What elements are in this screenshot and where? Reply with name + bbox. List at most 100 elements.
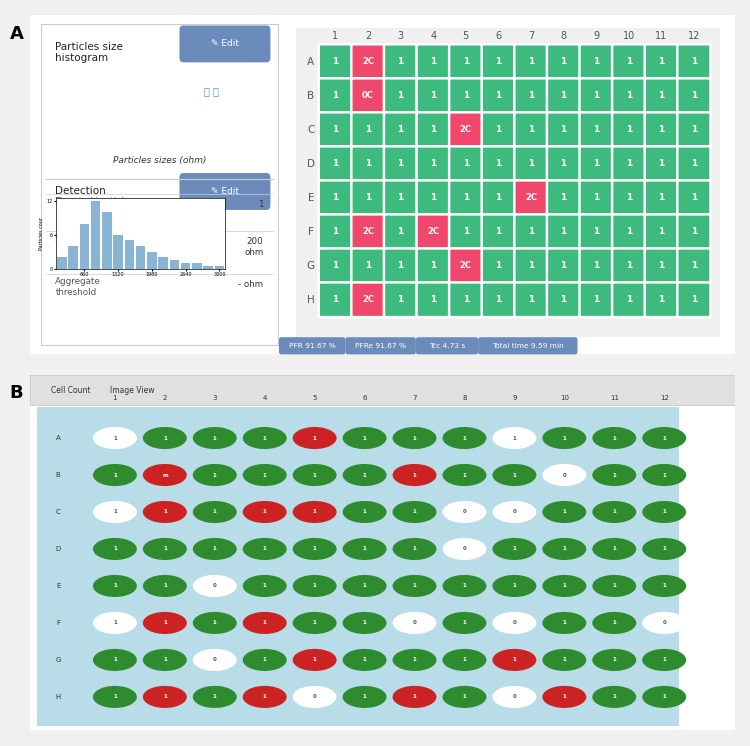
Text: 1: 1 xyxy=(313,472,316,477)
Text: 1: 1 xyxy=(363,695,367,700)
Text: 1: 1 xyxy=(363,583,367,589)
FancyBboxPatch shape xyxy=(449,146,482,181)
Text: 1: 1 xyxy=(262,510,266,515)
Text: 1: 1 xyxy=(363,436,367,441)
Text: 1: 1 xyxy=(658,193,664,202)
Circle shape xyxy=(592,501,636,523)
FancyBboxPatch shape xyxy=(351,214,385,249)
Text: 1: 1 xyxy=(662,657,666,662)
Text: 1: 1 xyxy=(364,125,371,134)
Circle shape xyxy=(592,464,636,486)
FancyBboxPatch shape xyxy=(482,283,515,317)
Text: 1: 1 xyxy=(495,228,502,236)
Circle shape xyxy=(442,427,487,449)
Text: 1: 1 xyxy=(626,193,632,202)
Text: 1: 1 xyxy=(463,228,469,236)
FancyBboxPatch shape xyxy=(612,283,645,317)
Text: 1: 1 xyxy=(113,436,117,441)
Circle shape xyxy=(243,612,286,634)
FancyBboxPatch shape xyxy=(416,78,450,113)
Text: 0C: 0C xyxy=(362,91,374,100)
Text: Total time 9.59 min: Total time 9.59 min xyxy=(492,342,564,349)
Text: 1: 1 xyxy=(398,295,404,304)
FancyBboxPatch shape xyxy=(645,214,678,249)
FancyBboxPatch shape xyxy=(677,113,710,147)
Text: 1: 1 xyxy=(363,657,367,662)
Text: 1: 1 xyxy=(613,695,616,700)
Circle shape xyxy=(442,464,487,486)
Text: 2C: 2C xyxy=(460,261,472,270)
Text: 1: 1 xyxy=(413,472,416,477)
Text: 🔍 🏠: 🔍 🏠 xyxy=(204,87,219,96)
Text: 1: 1 xyxy=(463,57,469,66)
Text: Aggregate
threshold: Aggregate threshold xyxy=(56,278,101,297)
Circle shape xyxy=(243,464,286,486)
Circle shape xyxy=(343,612,386,634)
FancyBboxPatch shape xyxy=(677,146,710,181)
Circle shape xyxy=(243,686,286,708)
Text: 1: 1 xyxy=(313,436,316,441)
Text: 1: 1 xyxy=(560,57,567,66)
Text: B: B xyxy=(308,91,314,101)
Circle shape xyxy=(193,427,237,449)
Text: 1: 1 xyxy=(528,125,534,134)
Text: 1: 1 xyxy=(313,621,316,625)
Text: 1: 1 xyxy=(363,472,367,477)
Text: 1: 1 xyxy=(593,57,599,66)
Text: 1: 1 xyxy=(112,395,117,401)
Bar xyxy=(113,235,123,269)
FancyBboxPatch shape xyxy=(384,214,417,249)
Bar xyxy=(181,263,190,269)
Text: Particles threshold: Particles threshold xyxy=(56,234,136,243)
Circle shape xyxy=(642,575,686,597)
Text: 1: 1 xyxy=(363,547,367,551)
Text: 1: 1 xyxy=(398,57,404,66)
FancyBboxPatch shape xyxy=(645,78,678,113)
Text: 1: 1 xyxy=(562,695,566,700)
Circle shape xyxy=(292,649,337,671)
Circle shape xyxy=(493,464,536,486)
Text: 1: 1 xyxy=(512,547,516,551)
Circle shape xyxy=(542,464,586,486)
Circle shape xyxy=(343,686,386,708)
Circle shape xyxy=(292,501,337,523)
Circle shape xyxy=(642,538,686,560)
Text: 1: 1 xyxy=(163,621,166,625)
Text: 1: 1 xyxy=(364,261,371,270)
Text: 1: 1 xyxy=(363,621,367,625)
Text: Particles size
histogram: Particles size histogram xyxy=(56,42,123,63)
Text: 1: 1 xyxy=(691,193,697,202)
FancyBboxPatch shape xyxy=(384,283,417,317)
Text: F: F xyxy=(56,620,60,626)
Text: 1: 1 xyxy=(528,295,534,304)
Circle shape xyxy=(193,575,237,597)
Circle shape xyxy=(193,649,237,671)
FancyBboxPatch shape xyxy=(482,181,515,215)
Text: 200
ohm: 200 ohm xyxy=(244,237,263,257)
Text: 1: 1 xyxy=(512,472,516,477)
Text: 11: 11 xyxy=(610,395,619,401)
Text: 3: 3 xyxy=(212,395,217,401)
Text: 0: 0 xyxy=(463,510,466,515)
Text: 1: 1 xyxy=(213,547,217,551)
Text: 1: 1 xyxy=(364,193,371,202)
Text: 11: 11 xyxy=(656,31,668,41)
Text: 1: 1 xyxy=(213,436,217,441)
Text: D: D xyxy=(56,546,61,552)
FancyBboxPatch shape xyxy=(547,44,580,79)
FancyBboxPatch shape xyxy=(351,78,385,113)
Text: 1: 1 xyxy=(113,583,117,589)
Text: 1: 1 xyxy=(430,159,436,168)
FancyBboxPatch shape xyxy=(547,181,580,215)
FancyBboxPatch shape xyxy=(677,214,710,249)
FancyBboxPatch shape xyxy=(580,44,613,79)
FancyBboxPatch shape xyxy=(482,248,515,283)
Circle shape xyxy=(292,464,337,486)
Text: 1: 1 xyxy=(332,125,338,134)
Text: 0: 0 xyxy=(512,621,516,625)
Circle shape xyxy=(392,649,436,671)
Circle shape xyxy=(93,575,136,597)
Text: Tcc 4.73 s: Tcc 4.73 s xyxy=(429,342,465,349)
Text: 1: 1 xyxy=(562,583,566,589)
Circle shape xyxy=(193,612,237,634)
